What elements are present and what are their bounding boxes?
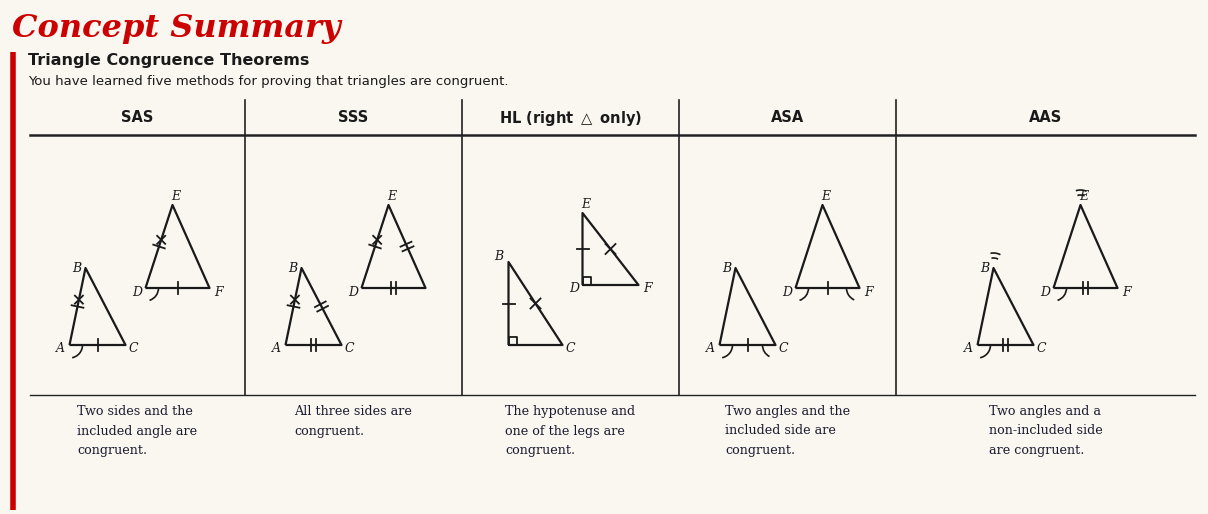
Text: B: B (722, 262, 731, 274)
Text: E: E (581, 197, 590, 211)
Text: Two angles and a
non-included side
are congruent.: Two angles and a non-included side are c… (988, 405, 1103, 457)
Text: AAS: AAS (1029, 111, 1062, 125)
Text: C: C (344, 342, 354, 356)
Text: E: E (1079, 190, 1088, 203)
Text: Triangle Congruence Theorems: Triangle Congruence Theorems (28, 52, 309, 67)
Text: F: F (643, 283, 652, 296)
Text: A: A (705, 342, 715, 356)
Text: A: A (272, 342, 281, 356)
Text: B: B (288, 262, 297, 274)
Text: E: E (821, 190, 830, 203)
Text: D: D (569, 283, 580, 296)
Text: You have learned five methods for proving that triangles are congruent.: You have learned five methods for provin… (28, 76, 509, 88)
Text: SAS: SAS (121, 111, 153, 125)
Text: C: C (129, 342, 138, 356)
Text: E: E (172, 190, 180, 203)
Text: B: B (494, 250, 503, 264)
Text: Concept Summary: Concept Summary (12, 12, 341, 44)
Text: A: A (56, 342, 65, 356)
Text: F: F (214, 285, 222, 299)
Text: D: D (348, 285, 359, 299)
Text: B: B (72, 262, 81, 274)
Text: C: C (779, 342, 789, 356)
Text: C: C (1036, 342, 1046, 356)
Text: Two sides and the
included angle are
congruent.: Two sides and the included angle are con… (77, 405, 198, 457)
Text: All three sides are
congruent.: All three sides are congruent. (295, 405, 412, 437)
Text: D: D (133, 285, 143, 299)
Text: A: A (964, 342, 972, 356)
Text: E: E (387, 190, 396, 203)
Text: The hypotenuse and
one of the legs are
congruent.: The hypotenuse and one of the legs are c… (505, 405, 635, 457)
Text: HL (right $\triangle$ only): HL (right $\triangle$ only) (499, 108, 641, 127)
Text: F: F (1122, 285, 1131, 299)
Text: ASA: ASA (771, 111, 805, 125)
Text: C: C (565, 342, 575, 356)
Text: D: D (783, 285, 792, 299)
Text: Two angles and the
included side are
congruent.: Two angles and the included side are con… (725, 405, 850, 457)
Text: F: F (864, 285, 873, 299)
Text: D: D (1040, 285, 1051, 299)
Text: B: B (980, 262, 989, 274)
Text: SSS: SSS (338, 111, 368, 125)
